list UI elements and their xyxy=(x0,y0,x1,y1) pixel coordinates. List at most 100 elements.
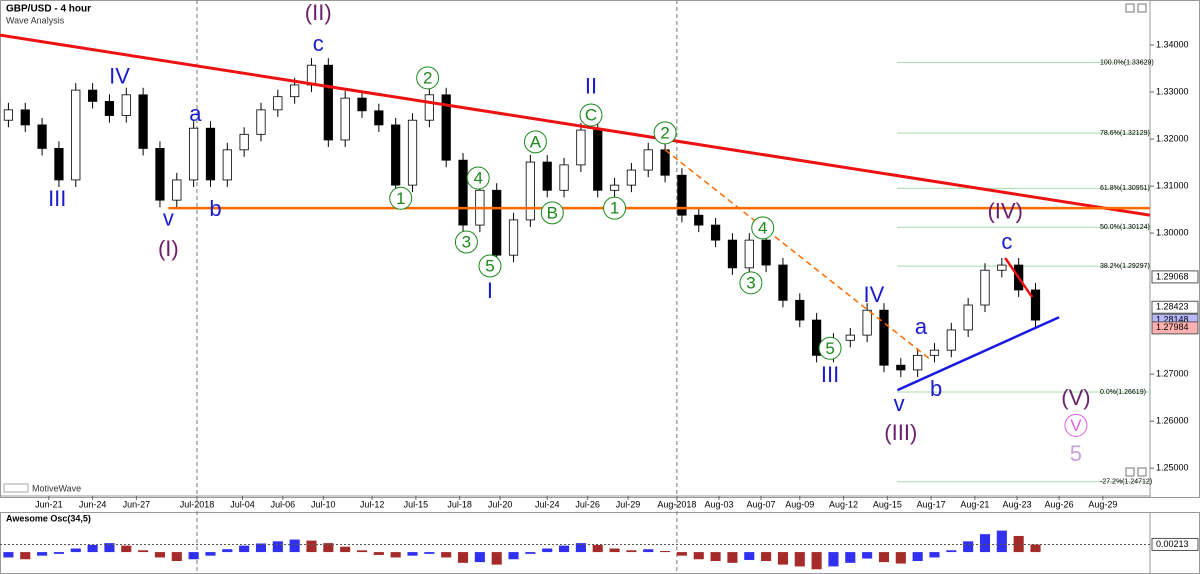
osc-bar xyxy=(609,548,620,553)
wave-label: c xyxy=(313,31,324,56)
osc-bar xyxy=(862,552,873,559)
candle-body xyxy=(273,96,283,111)
icon-nav[interactable] xyxy=(3,483,29,493)
trend-line xyxy=(896,316,1060,392)
candle-body xyxy=(20,109,30,126)
osc-bar xyxy=(946,550,957,553)
candle-body xyxy=(172,179,182,201)
fib-label: 50.0%(1.30124) xyxy=(1100,224,1150,231)
osc-marker xyxy=(1151,537,1199,551)
candle-body xyxy=(239,133,249,151)
x-tick-label: Jun-24 xyxy=(79,499,107,509)
x-tick-label: Jul-18 xyxy=(447,499,472,509)
candle-body xyxy=(660,149,670,176)
icon-reset[interactable] xyxy=(1137,467,1147,477)
candle-body xyxy=(778,264,788,301)
candle-body xyxy=(946,329,956,351)
candle-body xyxy=(576,129,586,166)
osc-bar xyxy=(878,552,890,563)
candle-body xyxy=(458,159,468,226)
osc-bar xyxy=(777,552,788,565)
wave-label: 4 xyxy=(758,218,767,237)
wave-label: III xyxy=(48,186,66,211)
wave-label: c xyxy=(1001,229,1012,254)
fib-label: 38.2%(1.29297) xyxy=(1100,263,1150,270)
wave-label: 2 xyxy=(660,123,669,142)
trend-line xyxy=(0,33,1151,217)
osc-bar xyxy=(895,552,906,564)
wave-circle xyxy=(603,196,627,220)
x-tick-label: Jul-10 xyxy=(311,499,336,509)
osc-bar xyxy=(559,545,570,553)
osc-bar xyxy=(171,552,182,562)
candle-body xyxy=(71,89,81,181)
wave-circle xyxy=(579,103,603,127)
osc-bar xyxy=(356,550,368,553)
wave-circle xyxy=(454,230,478,254)
wave-label: B xyxy=(547,203,558,222)
fib-label: 61.8%(1.30951) xyxy=(1100,185,1150,192)
fib-label: -27.2%(1.24712) xyxy=(1100,479,1152,486)
wave-label: b xyxy=(930,376,942,401)
icon-settings[interactable] xyxy=(1125,3,1135,13)
y-tick-label: 1.32000 xyxy=(1156,133,1189,143)
y-tick-label: 1.30000 xyxy=(1156,227,1189,237)
osc-bar xyxy=(457,552,469,563)
wave-label: III xyxy=(821,362,839,387)
x-tick-label: Aug-15 xyxy=(873,499,902,509)
trend-line xyxy=(664,149,932,361)
wave-label: II xyxy=(585,74,597,99)
candle-body xyxy=(845,334,855,341)
osc-bar xyxy=(87,544,98,553)
candle-body xyxy=(744,239,754,269)
toolbar-icons[interactable] xyxy=(3,3,1147,493)
osc-bar xyxy=(323,543,334,553)
x-tick-label: Aug-26 xyxy=(1045,499,1074,509)
icon-scroll[interactable] xyxy=(1125,467,1135,477)
osc-bar xyxy=(188,552,199,560)
wave-circle xyxy=(416,66,440,90)
chart-subtitle: Wave Analysis xyxy=(6,15,65,25)
fib-label: 0.0%(1.26619) xyxy=(1100,389,1146,396)
osc-bar xyxy=(154,552,166,558)
osc-bar xyxy=(340,546,351,553)
candle-body xyxy=(812,319,822,356)
candle-body xyxy=(862,309,872,336)
wave-label: a xyxy=(915,314,928,339)
y-tick-label: 1.25000 xyxy=(1156,463,1189,473)
candle-body xyxy=(913,354,923,371)
candle-body xyxy=(710,224,721,241)
icon-zoom[interactable] xyxy=(1137,3,1147,13)
main-pane xyxy=(0,0,1200,498)
wave-label: 5 xyxy=(485,256,494,275)
price-marker-label: 1.27984 xyxy=(1156,322,1189,332)
osc-bar xyxy=(289,539,300,553)
price-marker-label: 1.28148 xyxy=(1156,315,1189,325)
candle-body xyxy=(222,149,232,181)
x-tick-label: Jul-20 xyxy=(488,499,513,509)
candle-body xyxy=(643,149,653,171)
wave-label: IV xyxy=(109,64,130,89)
x-tick-label: Jul-26 xyxy=(575,499,600,509)
wave-label: V xyxy=(1070,416,1082,435)
candle-body xyxy=(929,349,940,356)
wave-label: v xyxy=(163,206,174,231)
osc-bar xyxy=(491,552,502,565)
wave-circle xyxy=(523,130,547,154)
x-tick-label: Aug-23 xyxy=(1002,499,1031,509)
candle-body xyxy=(256,109,266,135)
osc-bar xyxy=(205,552,216,556)
osc-bar xyxy=(239,545,250,553)
wave-label: IV xyxy=(863,282,884,307)
osc-bar xyxy=(626,550,637,553)
wave-circle xyxy=(751,216,775,240)
x-tick-label: Aug-29 xyxy=(1088,499,1117,509)
candle-body xyxy=(290,84,300,98)
candle-body xyxy=(374,110,384,126)
candle-body xyxy=(896,364,906,371)
x-tick-label: Jul-24 xyxy=(535,499,560,509)
osc-bar xyxy=(272,541,283,553)
wave-circle xyxy=(1064,413,1088,437)
